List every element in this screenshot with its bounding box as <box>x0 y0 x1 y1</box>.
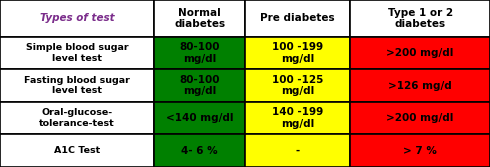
Bar <box>0 102 154 134</box>
Text: 140 -199
mg/dl: 140 -199 mg/dl <box>272 107 323 129</box>
Bar <box>154 134 245 167</box>
Text: 80-100
mg/dl: 80-100 mg/dl <box>179 42 220 64</box>
Bar <box>245 0 350 37</box>
Text: Simple blood sugar
level test: Simple blood sugar level test <box>26 43 128 63</box>
Text: 4- 6 %: 4- 6 % <box>181 146 218 156</box>
Text: >126 mg/d: >126 mg/d <box>388 81 452 91</box>
Bar <box>350 37 490 69</box>
Text: Type 1 or 2
diabetes: Type 1 or 2 diabetes <box>388 8 453 29</box>
Bar <box>245 37 350 69</box>
Bar <box>154 102 245 134</box>
Text: 100 -125
mg/dl: 100 -125 mg/dl <box>272 75 323 96</box>
Text: > 7 %: > 7 % <box>403 146 437 156</box>
Bar <box>0 0 154 37</box>
Text: 100 -199
mg/dl: 100 -199 mg/dl <box>272 42 323 64</box>
Bar <box>0 134 154 167</box>
Bar <box>245 69 350 102</box>
Text: <140 mg/dl: <140 mg/dl <box>166 113 233 123</box>
Text: -: - <box>295 146 300 156</box>
Bar <box>0 69 154 102</box>
Bar <box>154 37 245 69</box>
Bar <box>0 37 154 69</box>
Bar <box>350 69 490 102</box>
Text: Fasting blood sugar
level test: Fasting blood sugar level test <box>24 76 130 95</box>
Bar <box>154 0 245 37</box>
Bar <box>350 134 490 167</box>
Bar <box>154 69 245 102</box>
Text: Normal
diabetes: Normal diabetes <box>174 8 225 29</box>
Bar <box>350 0 490 37</box>
Bar <box>350 102 490 134</box>
Text: Pre diabetes: Pre diabetes <box>260 13 335 23</box>
Text: 80-100
mg/dl: 80-100 mg/dl <box>179 75 220 96</box>
Bar <box>245 102 350 134</box>
Text: Oral-glucose-
tolerance-test: Oral-glucose- tolerance-test <box>39 108 115 128</box>
Text: Types of test: Types of test <box>40 13 115 23</box>
Text: A1C Test: A1C Test <box>54 146 100 155</box>
Text: >200 mg/dl: >200 mg/dl <box>387 113 454 123</box>
Text: >200 mg/dl: >200 mg/dl <box>387 48 454 58</box>
Bar <box>245 134 350 167</box>
